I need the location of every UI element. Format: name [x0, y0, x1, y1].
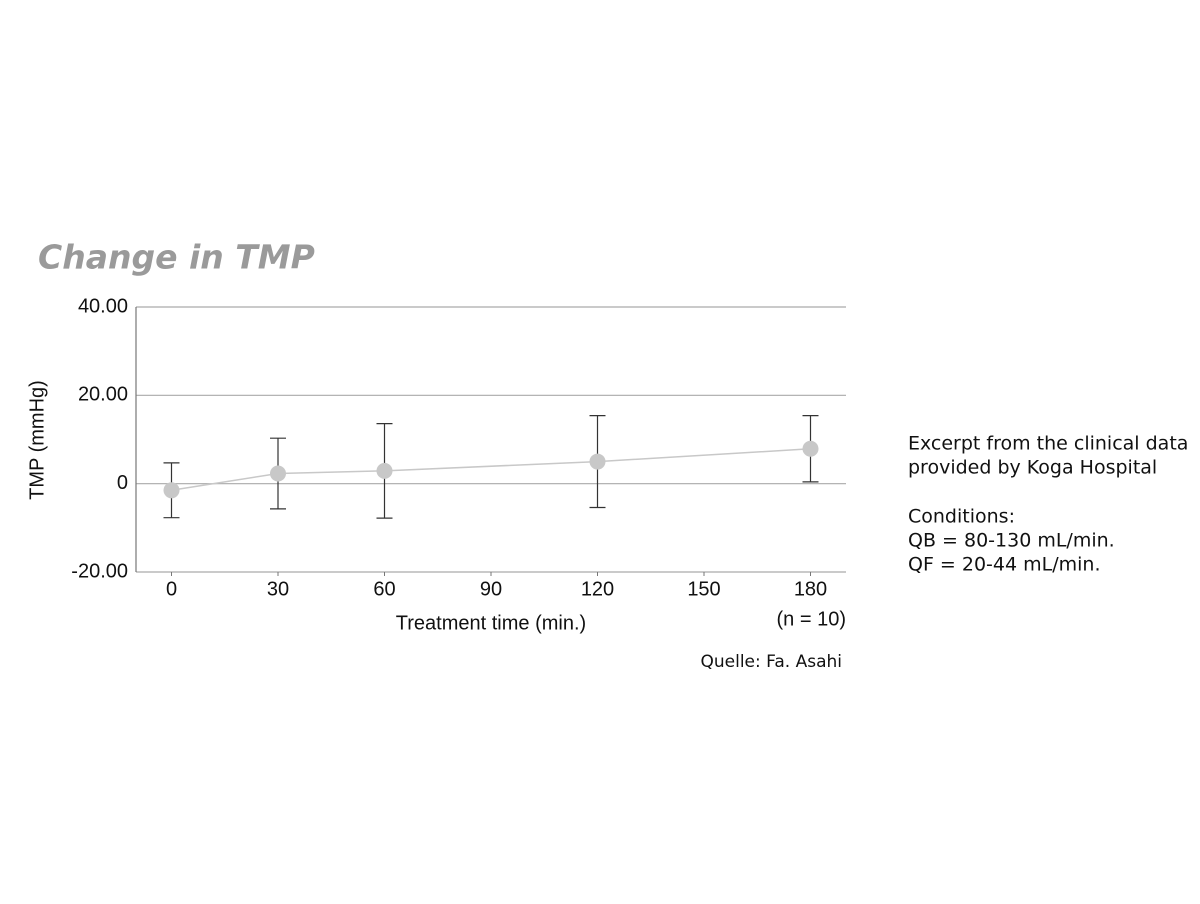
y-axis-label: TMP (mmHg) — [26, 380, 48, 500]
annotation: (n = 10) — [777, 608, 846, 630]
data-point — [802, 440, 819, 457]
note: QB = 80-130 mL/min. — [908, 530, 1115, 552]
x-tick-label: 0 — [166, 578, 177, 600]
data-point — [376, 462, 393, 479]
x-tick-label: 180 — [794, 578, 827, 600]
chart-title: Change in TMP — [38, 238, 315, 277]
note: Conditions: — [908, 506, 1015, 528]
note: provided by Koga Hospital — [908, 457, 1157, 479]
note: Excerpt from the clinical data — [908, 433, 1188, 455]
x-tick-label: 60 — [373, 578, 395, 600]
y-tick-label: 20.00 — [78, 384, 128, 406]
data-point — [163, 482, 180, 499]
y-tick-label: 40.00 — [78, 295, 128, 317]
y-tick-label: -20.00 — [71, 560, 128, 582]
data-point — [589, 453, 606, 470]
x-tick-label: 30 — [267, 578, 289, 600]
y-tick-label: 0 — [117, 472, 128, 494]
source: Quelle: Fa. Asahi — [701, 652, 843, 672]
x-tick-label: 90 — [480, 578, 502, 600]
note: QF = 20-44 mL/min. — [908, 554, 1101, 576]
x-tick-label: 150 — [687, 578, 720, 600]
data-point — [270, 465, 286, 482]
x-axis-label: Treatment time (min.) — [396, 612, 586, 634]
x-tick-label: 120 — [581, 578, 614, 600]
